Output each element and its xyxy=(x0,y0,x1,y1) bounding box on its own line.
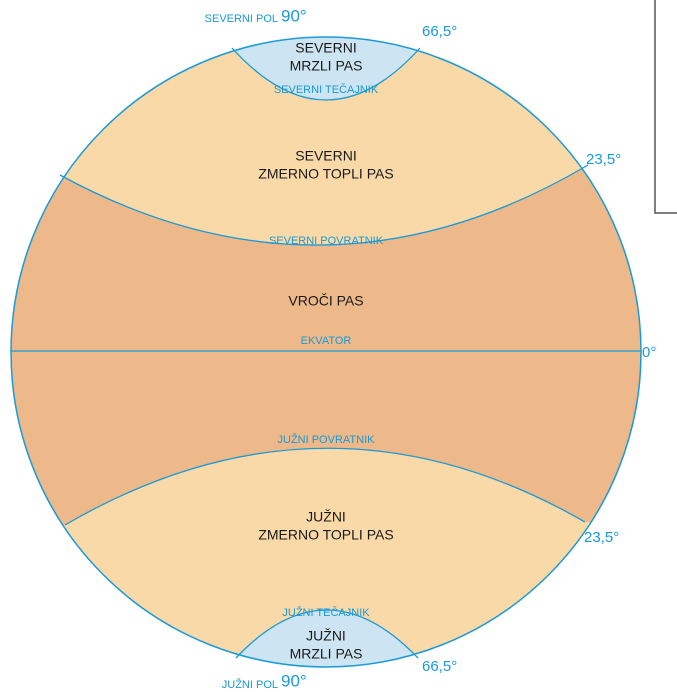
line-label: JUŽNI POVRATNIK xyxy=(278,433,376,446)
tropic-line xyxy=(64,447,586,526)
antarctic-circle-line xyxy=(235,609,419,659)
line-label: EKVATOR xyxy=(301,335,352,347)
tropic-line xyxy=(59,164,589,246)
globe-outline xyxy=(10,36,642,668)
zone-label: ZMERNO TOPLI PAS xyxy=(258,166,393,182)
zone-label: VROČI PAS xyxy=(288,293,363,309)
pole-label: JUŽNI POL xyxy=(222,678,278,691)
degree-label: 66,5° xyxy=(422,658,457,675)
degree-label: 0° xyxy=(642,344,656,361)
pole-label: SEVERNI POL xyxy=(205,13,278,25)
side-panel xyxy=(654,0,677,214)
line-label: JUŽNI TEČAJNIK xyxy=(282,606,370,619)
line-label: SEVERNI POVRATNIK xyxy=(269,235,384,247)
zone-label: MRZLI PAS xyxy=(290,58,363,74)
zone-label: SEVERNI xyxy=(295,148,356,164)
north-cold-zone xyxy=(232,37,420,100)
degree-label: 66,5° xyxy=(422,23,457,40)
zone-label: SEVERNI xyxy=(295,40,356,56)
zone-label: MRZLI PAS xyxy=(290,646,363,662)
arctic-circle-line xyxy=(231,47,421,101)
degree-label: 90° xyxy=(281,671,307,690)
degree-label: 23,5° xyxy=(584,529,619,546)
degree-label: 23,5° xyxy=(586,151,621,168)
zone-label: JUŽNI xyxy=(306,628,346,644)
zone-label: ZMERNO TOPLI PAS xyxy=(258,527,393,543)
line-label: SEVERNI TEČAJNIK xyxy=(274,83,379,96)
hot-zone xyxy=(11,165,641,525)
zone-label: JUŽNI xyxy=(306,509,346,525)
degree-label: 90° xyxy=(281,6,307,25)
south-cold-zone xyxy=(236,610,418,667)
